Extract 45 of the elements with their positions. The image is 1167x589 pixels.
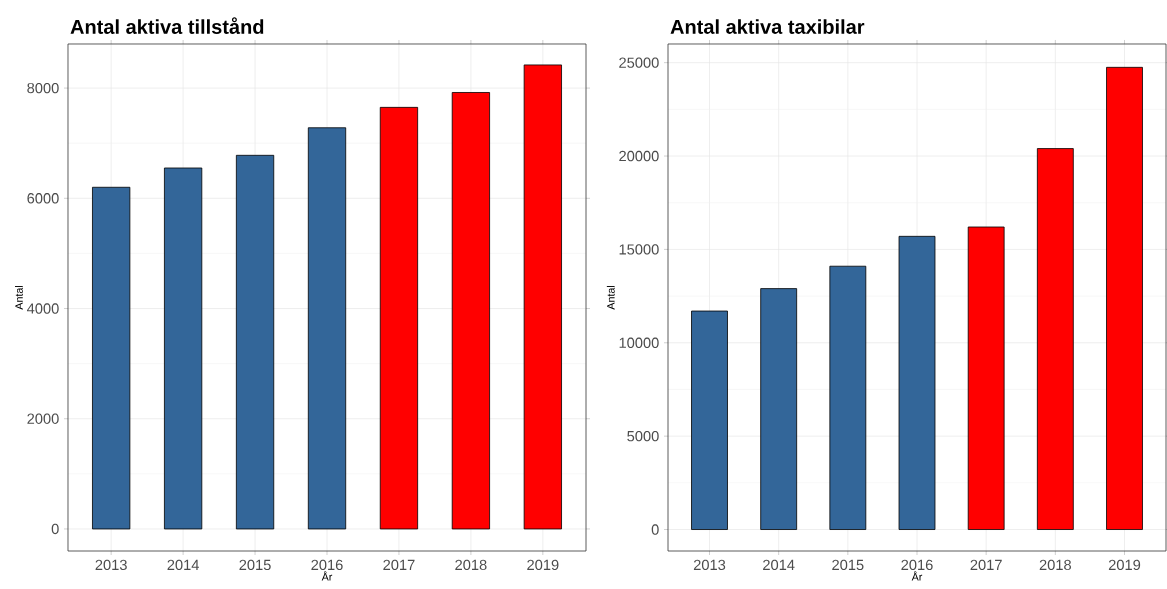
- bar: [451, 92, 490, 530]
- bar: [1106, 66, 1143, 530]
- y-tick-label: 25000: [619, 57, 659, 68]
- x-tick-label: 2015: [239, 559, 271, 571]
- chart-title: Antal aktiva taxibilar: [670, 19, 865, 34]
- x-axis-title: År: [911, 571, 923, 581]
- bar: [164, 167, 203, 530]
- x-tick-label: 2016: [901, 559, 933, 571]
- x-tick-label: 2013: [693, 559, 726, 571]
- y-tick-label: 4000: [27, 303, 59, 314]
- bar: [92, 186, 131, 530]
- y-tick-label: 6000: [27, 193, 59, 204]
- y-tick-label: 0: [651, 524, 659, 535]
- x-tick-label: 2017: [970, 559, 1002, 571]
- bar: [307, 127, 347, 530]
- x-tick-label: 2014: [763, 559, 795, 571]
- bar: [691, 310, 728, 530]
- bar: [523, 64, 562, 530]
- bar: [379, 106, 419, 530]
- y-axis-title: Antal: [606, 286, 615, 310]
- chart-title: Antal aktiva tillstånd: [70, 17, 264, 34]
- bar: [967, 226, 1005, 530]
- x-tick-label: 2018: [455, 559, 487, 571]
- y-tick-label: 2000: [27, 413, 59, 424]
- x-tick-label: 2018: [1039, 559, 1071, 571]
- y-axis-title: Antal: [15, 286, 23, 310]
- x-tick-label: 2014: [167, 559, 199, 571]
- x-tick-label: 2019: [527, 559, 559, 571]
- x-tick-label: 2017: [383, 559, 415, 571]
- y-tick-label: 20000: [619, 150, 659, 162]
- x-axis-title: År: [321, 571, 333, 581]
- y-tick-label: 8000: [27, 82, 59, 94]
- y-tick-label: 15000: [619, 244, 659, 255]
- bar: [829, 265, 867, 530]
- x-tick-label: 2019: [1108, 559, 1141, 571]
- bar: [760, 288, 798, 530]
- bar: [1036, 148, 1074, 530]
- bar: [898, 235, 936, 530]
- x-tick-label: 2016: [311, 559, 343, 571]
- y-tick-label: 5000: [627, 430, 659, 442]
- bar: [235, 154, 275, 530]
- y-tick-label: 0: [51, 523, 59, 535]
- x-tick-label: 2013: [95, 559, 127, 571]
- y-tick-label: 10000: [619, 337, 659, 348]
- x-tick-label: 2015: [832, 559, 864, 571]
